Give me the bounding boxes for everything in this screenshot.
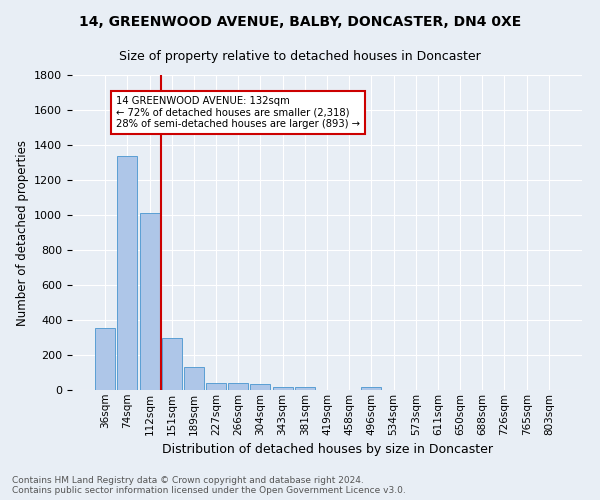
Bar xyxy=(140,213,160,390)
Text: 14 GREENWOOD AVENUE: 132sqm
← 72% of detached houses are smaller (2,318)
28% of : 14 GREENWOOD AVENUE: 132sqm ← 72% of det… xyxy=(116,96,360,129)
Bar xyxy=(272,386,293,390)
Bar xyxy=(184,367,204,390)
Bar xyxy=(118,156,137,390)
Text: Contains HM Land Registry data © Crown copyright and database right 2024.
Contai: Contains HM Land Registry data © Crown c… xyxy=(12,476,406,495)
Bar xyxy=(361,386,382,390)
Text: 14, GREENWOOD AVENUE, BALBY, DONCASTER, DN4 0XE: 14, GREENWOOD AVENUE, BALBY, DONCASTER, … xyxy=(79,15,521,29)
X-axis label: Distribution of detached houses by size in Doncaster: Distribution of detached houses by size … xyxy=(161,443,493,456)
Bar xyxy=(228,384,248,390)
Y-axis label: Number of detached properties: Number of detached properties xyxy=(16,140,29,326)
Text: Size of property relative to detached houses in Doncaster: Size of property relative to detached ho… xyxy=(119,50,481,63)
Bar xyxy=(250,384,271,390)
Bar xyxy=(206,383,226,390)
Bar xyxy=(295,388,315,390)
Bar xyxy=(95,328,115,390)
Bar xyxy=(162,338,182,390)
